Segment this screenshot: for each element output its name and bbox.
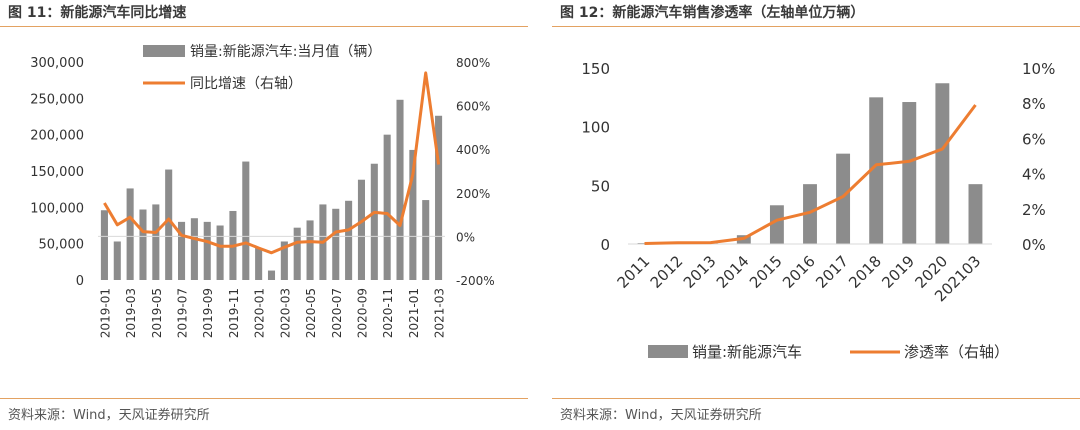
source-note-left: 资料来源：Wind，天风证券研究所 xyxy=(8,408,210,423)
bar-mark xyxy=(332,208,340,280)
y-right-tick-label: 4% xyxy=(1022,166,1046,184)
bar-mark xyxy=(409,149,417,280)
x-tick-label: 2015 xyxy=(746,252,786,292)
y-right-tick-label: 2% xyxy=(1022,201,1046,219)
y-left-tick-label: 150 xyxy=(581,60,610,78)
x-tick-label: 2020-11 xyxy=(381,288,395,338)
y-right-tick-label: 8% xyxy=(1022,95,1046,113)
source-rule-right xyxy=(552,398,1080,399)
chart-left: 0 50,000 100,000 150,000 200,000 250,000 300,0… xyxy=(30,43,495,338)
legend-label-bar: 销量:新能源汽车 xyxy=(692,343,802,361)
y-left-tick-label: 50 xyxy=(591,177,610,195)
bar-mark xyxy=(357,179,365,280)
bar-mark xyxy=(803,184,817,244)
x-tick-label: 2020-07 xyxy=(330,288,344,338)
legend-label-line: 渗透率（右轴） xyxy=(904,343,1009,361)
bar-mark xyxy=(126,188,134,280)
x-tick-label: 2021-03 xyxy=(433,288,447,338)
bar-mark xyxy=(902,102,917,244)
title-rule-right xyxy=(552,26,1080,27)
bar-mark xyxy=(267,270,276,280)
bar-mark xyxy=(100,210,108,280)
y-right-tick-label: 400% xyxy=(456,143,490,157)
x-tick-label: 2019-07 xyxy=(176,288,190,338)
y-right-tick-label: 200% xyxy=(456,187,490,201)
x-tick-label: 2019-05 xyxy=(150,288,164,338)
x-tick-label: 2020-03 xyxy=(278,288,292,338)
bar-mark xyxy=(190,218,198,280)
x-tick-label: 2021-01 xyxy=(407,288,421,338)
y-left-tick-label: 100,000 xyxy=(30,201,84,216)
chart-right: 0501001500%2%4%6%8%10%201120122013201420… xyxy=(581,60,1055,361)
bar-mark xyxy=(345,200,353,280)
y-left-tick-label: 0 xyxy=(600,236,610,254)
x-tick-label: 2019-03 xyxy=(124,288,138,338)
x-tick-label: 2020-05 xyxy=(304,288,318,338)
x-tick-label: 2019 xyxy=(878,252,918,292)
chart-title-left: 图 11：新能源汽车同比增速 xyxy=(8,5,187,21)
y-left-tick-label: 150,000 xyxy=(30,165,84,180)
bar-mark xyxy=(396,99,404,280)
y-right-tick-label: 600% xyxy=(456,100,490,114)
y-left-tick-label: 300,000 xyxy=(30,56,84,71)
y-right-tick-label: -200% xyxy=(456,274,495,288)
y-right-tick-label: 800% xyxy=(456,56,490,70)
legend-swatch-bar xyxy=(143,45,185,57)
y-left-tick-label: 100 xyxy=(581,119,610,137)
bar-mark xyxy=(306,220,314,280)
x-tick-label: 2019-11 xyxy=(227,288,241,338)
x-tick-label: 2016 xyxy=(779,252,819,292)
title-rule-left xyxy=(0,26,528,27)
bar-mark xyxy=(152,204,160,280)
source-note-right: 资料来源：Wind，天风证券研究所 xyxy=(560,408,762,423)
x-tick-label: 2020-01 xyxy=(253,288,267,338)
line-series-penetration xyxy=(644,104,977,245)
x-tick-label: 2012 xyxy=(647,252,687,292)
bar-mark xyxy=(869,97,884,244)
bar-mark xyxy=(935,83,950,245)
y-left-tick-label: 250,000 xyxy=(30,92,84,107)
bar-mark xyxy=(203,221,211,280)
y-right-tick-label: 10% xyxy=(1022,60,1055,78)
y-right-tick-label: 6% xyxy=(1022,130,1046,148)
x-tick-label: 2020-09 xyxy=(355,288,369,338)
x-tick-label: 2019-09 xyxy=(201,288,215,338)
x-tick-label: 2017 xyxy=(812,252,852,292)
bar-mark xyxy=(242,161,250,280)
bar-mark xyxy=(165,169,173,280)
x-tick-label: 2018 xyxy=(845,252,885,292)
bar-mark xyxy=(216,225,224,280)
y-left-tick-label: 0 xyxy=(76,274,84,289)
x-tick-label: 2011 xyxy=(614,252,654,292)
x-tick-label: 2019-01 xyxy=(98,288,112,338)
legend-label-bar: 销量:新能源汽车:当月值（辆） xyxy=(190,43,381,60)
y-right-tick-label: 0% xyxy=(1022,236,1046,254)
bar-mark xyxy=(769,205,784,244)
bar-mark xyxy=(113,241,121,280)
bar-mark xyxy=(836,153,851,244)
bar-mark xyxy=(435,115,443,280)
x-tick-label: 2013 xyxy=(680,252,720,292)
legend-label-line: 同比增速（右轴） xyxy=(190,76,302,92)
source-rule-left xyxy=(0,398,528,399)
bar-mark xyxy=(293,227,301,280)
bar-mark xyxy=(370,163,378,280)
chart-title-right: 图 12：新能源汽车销售渗透率（左轴单位万辆） xyxy=(560,5,865,21)
legend-swatch-bar xyxy=(648,345,688,358)
bar-mark xyxy=(255,248,263,280)
bar-mark xyxy=(422,200,430,280)
y-left-tick-label: 50,000 xyxy=(39,238,85,253)
bar-mark xyxy=(968,184,983,244)
line-series-growth xyxy=(103,71,441,255)
bar-mark xyxy=(139,209,147,280)
x-tick-label: 2014 xyxy=(713,252,753,292)
y-right-tick-label: 0% xyxy=(456,230,475,244)
bar-mark xyxy=(280,241,288,280)
bar-mark xyxy=(383,134,391,280)
y-left-tick-label: 200,000 xyxy=(30,129,84,144)
bar-mark xyxy=(178,221,186,280)
